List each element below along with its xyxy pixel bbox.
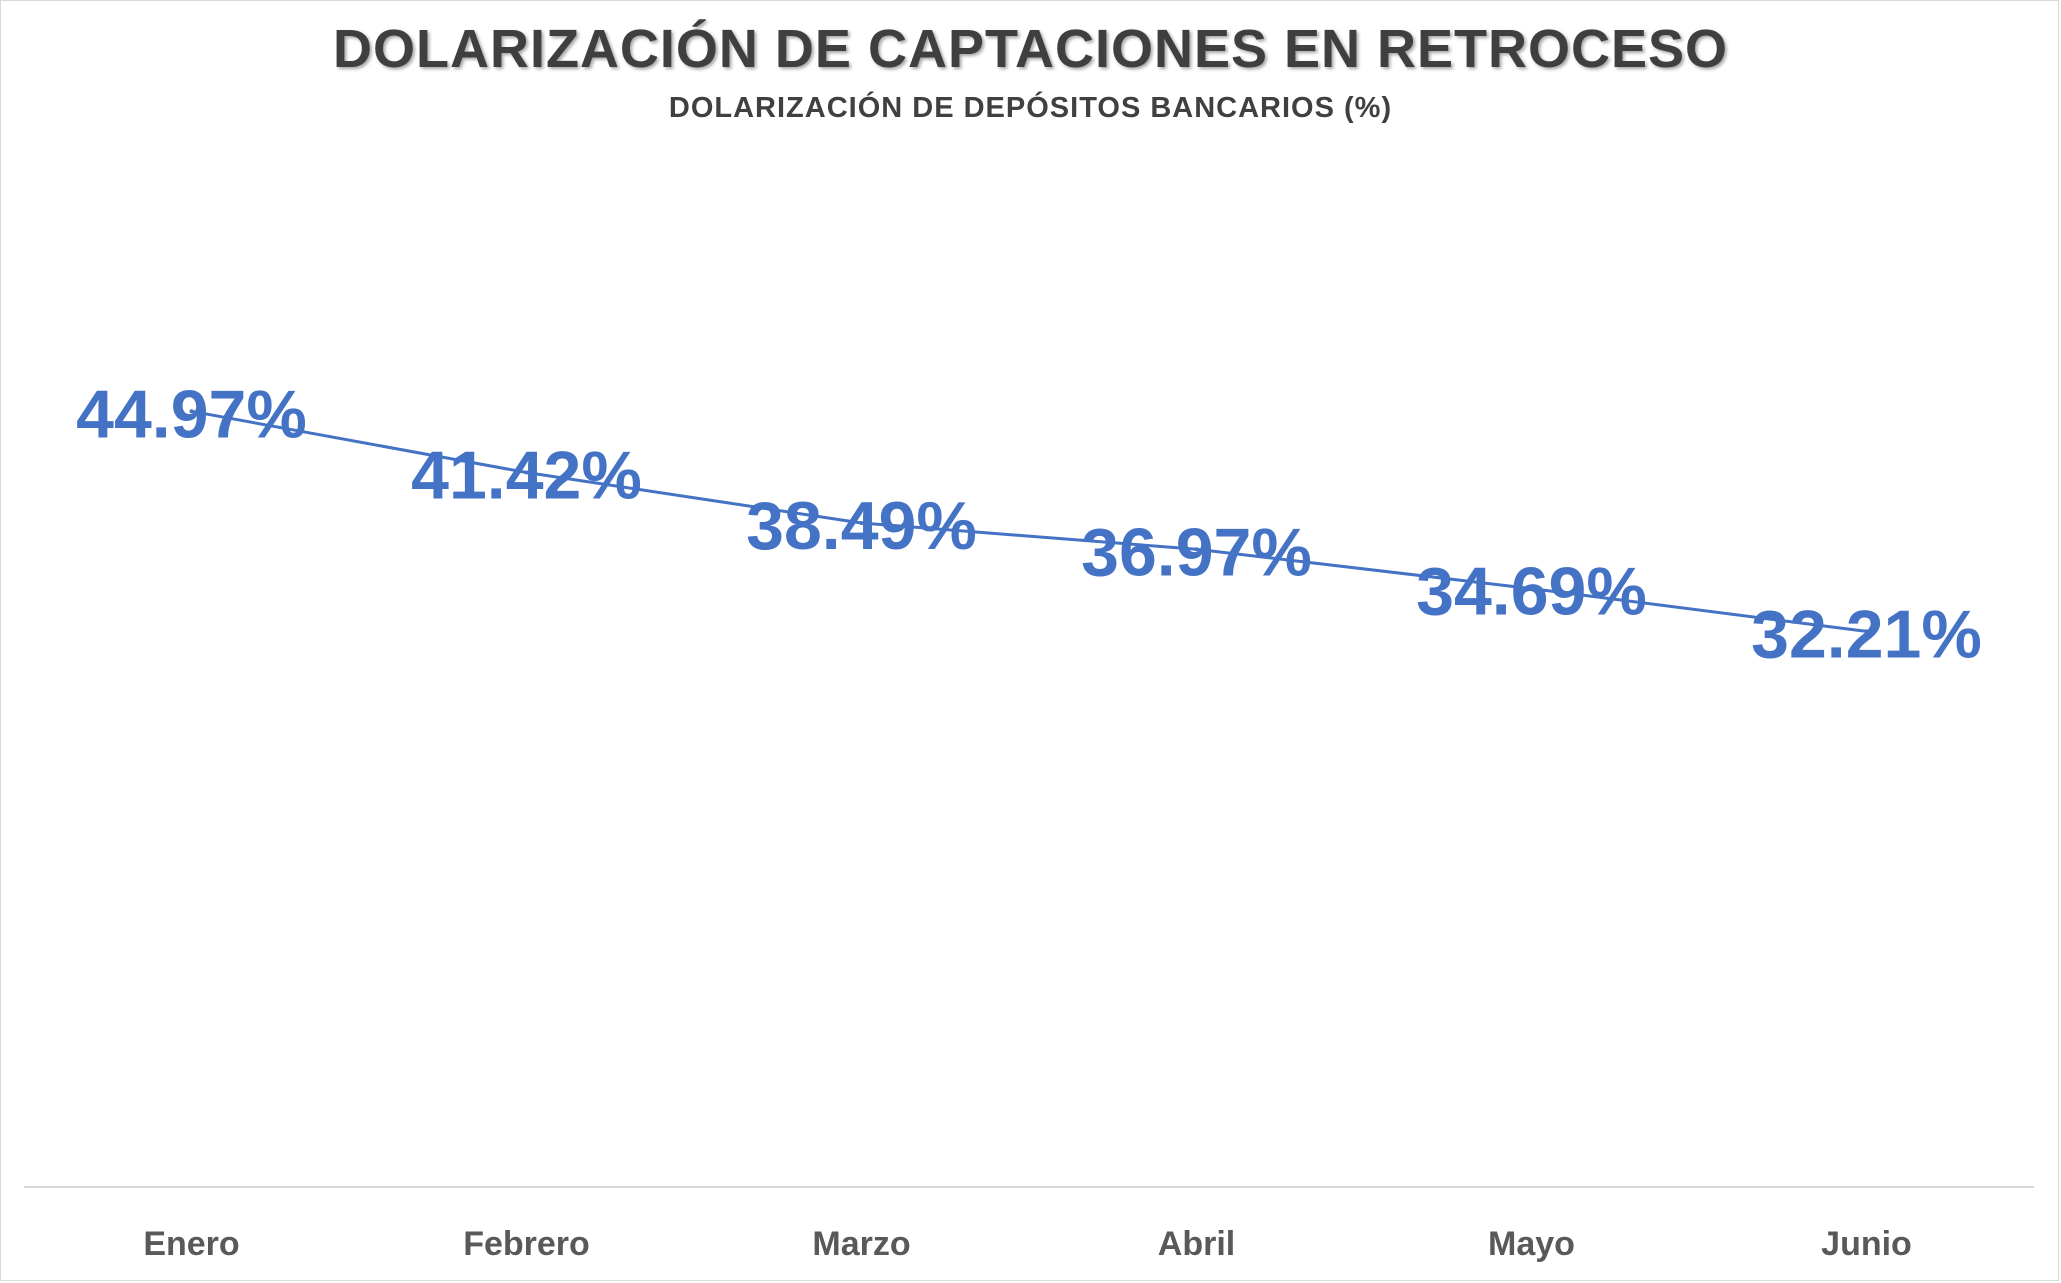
x-tick-label: Marzo	[812, 1225, 910, 1263]
data-label-group: 44.97% 41.42% 38.49% 36.97% 34.69% 32.21%	[76, 376, 1982, 672]
x-tick-label-group: Enero Febrero Marzo Abril Mayo Junio	[143, 1225, 1912, 1263]
data-label: 44.97%	[76, 376, 307, 452]
x-tick-label: Junio	[1821, 1225, 1912, 1263]
x-tick-label: Febrero	[463, 1225, 590, 1263]
series-line	[191, 409, 1867, 633]
data-label: 34.69%	[1416, 554, 1647, 630]
data-point	[1864, 629, 1869, 634]
chart-subtitle: DOLARIZACIÓN DE DEPÓSITOS BANCARIOS (%)	[668, 92, 1393, 124]
chart-title: DOLARIZACIÓN DE CAPTACIONES EN RETROCESO	[332, 19, 1729, 79]
data-label: 41.42%	[411, 438, 642, 514]
x-tick-label: Enero	[143, 1225, 239, 1263]
x-tick-label: Abril	[1158, 1225, 1235, 1263]
data-point	[1529, 586, 1534, 591]
data-label: 36.97%	[1081, 514, 1312, 590]
data-point	[189, 409, 194, 414]
series-group	[189, 409, 1869, 634]
x-tick-label: Mayo	[1488, 1225, 1575, 1263]
data-label: 38.49%	[746, 488, 977, 564]
data-point	[1194, 547, 1199, 552]
data-label: 32.21%	[1751, 596, 1982, 672]
data-point	[524, 470, 529, 475]
data-point	[859, 521, 864, 526]
